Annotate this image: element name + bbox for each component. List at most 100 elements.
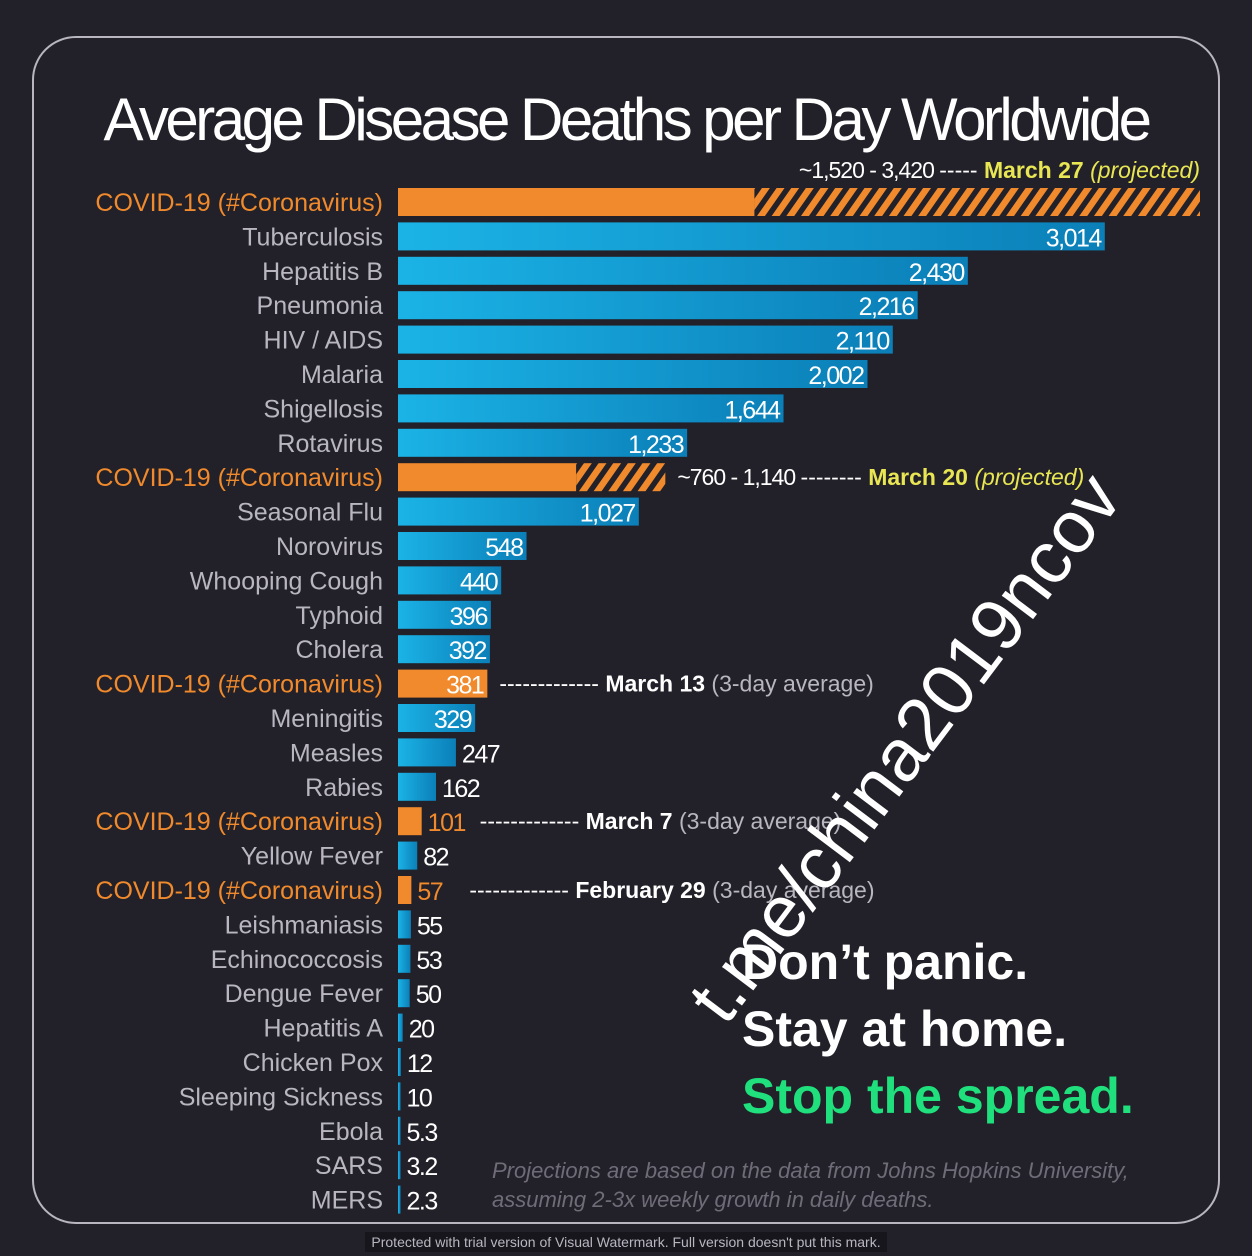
bar-row: Sleeping Sickness 10: [179, 1082, 433, 1112]
annotation-dashes: -------------: [469, 877, 575, 903]
value-label: 1,027: [580, 500, 636, 528]
category-label: Hepatitis A: [263, 1015, 383, 1043]
value-label: 162: [442, 775, 480, 803]
value-label: 5.3: [407, 1119, 438, 1147]
covid-bar: [398, 669, 488, 698]
value-label: 2.3: [407, 1188, 438, 1216]
category-label: Rotavirus: [277, 430, 383, 458]
disease-bar: [398, 1013, 403, 1042]
disease-bar: [398, 704, 476, 732]
category-label: Cholera: [295, 636, 383, 664]
bar-row: Hepatitis B 2,430: [262, 256, 968, 287]
value-label: 2,216: [859, 293, 915, 321]
bar-row: Tuberculosis 3,014: [242, 222, 1105, 252]
category-label: Whooping Cough: [190, 567, 383, 595]
category-label: HIV / AIDS: [264, 327, 383, 355]
bar-row: HIV / AIDS 2,110: [264, 325, 893, 356]
disease-bar: [398, 1151, 401, 1180]
category-label: Shigellosis: [263, 395, 383, 423]
value-label: 57: [417, 878, 442, 906]
disease-bar: [398, 772, 436, 801]
value-label: 548: [485, 534, 523, 562]
bar-row: MERS 2.3: [311, 1185, 439, 1216]
annotation-date: March 20: [868, 464, 974, 490]
disease-bar: [398, 600, 491, 629]
projection-hatch: [754, 188, 1200, 216]
bar-row: COVID-19 (#Coronavirus) 381 ------------- …: [95, 669, 874, 700]
disease-bar: [398, 222, 1105, 251]
value-label: 101: [428, 809, 466, 837]
bar-row: SARS 3.2: [315, 1151, 439, 1181]
category-label: Yellow Fever: [241, 843, 383, 871]
bar-row: Echinococcosis 53: [211, 944, 443, 975]
value-label: 247: [462, 740, 500, 768]
disease-bar: [398, 910, 411, 939]
value-label: 55: [417, 912, 442, 940]
category-label: Dengue Fever: [225, 980, 383, 1008]
disease-bar: [398, 979, 410, 1008]
category-label: Meningitis: [270, 705, 383, 733]
category-label: Rabies: [305, 774, 383, 802]
disease-bar: [398, 566, 502, 595]
bar-row: Typhoid 396: [295, 600, 491, 631]
bar-row: COVID-19 (#Coronavirus) 57 ------------- F…: [95, 876, 874, 906]
category-label: Seasonal Flu: [237, 499, 383, 527]
annotation: ------------- February 29 (3-day average…: [469, 877, 874, 903]
bar-row: Rotavirus 1,233: [277, 428, 688, 459]
chart-title: Average Disease Deaths per Day Worldwide: [103, 86, 1152, 153]
category-label: Pneumonia: [257, 292, 384, 320]
annotation-range: ~760 - 1,140: [677, 464, 800, 490]
footnote-line-2: assuming 2-3x weekly growth in daily dea…: [492, 1187, 934, 1212]
value-label: 392: [449, 637, 487, 665]
bar-row: Whooping Cough 440: [190, 566, 502, 596]
bar-row: Chicken Pox 12: [243, 1048, 434, 1078]
category-label: Hepatitis B: [262, 258, 383, 286]
bar-row: Ebola 5.3: [319, 1116, 439, 1147]
bar-row: COVID-19 (#Coronavirus) ~1,520 - 3,420 --…: [95, 157, 1200, 217]
disease-bar: [398, 325, 893, 354]
bar-row: Hepatitis A 20: [263, 1013, 436, 1044]
value-label: 329: [434, 706, 472, 734]
value-label: 2,002: [808, 362, 864, 390]
value-label: 2,430: [909, 259, 965, 287]
annotation-dashes: -----: [939, 157, 984, 183]
bar-row: Seasonal Flu 1,027: [237, 497, 639, 528]
disease-bar: [398, 1048, 401, 1076]
value-label: 1,644: [724, 396, 781, 424]
bar-row: Norovirus 548: [276, 532, 527, 562]
bar-row: Shigellosis 1,644: [263, 394, 784, 424]
category-label: Measles: [290, 739, 383, 767]
category-label: Malaria: [301, 361, 383, 389]
annotation: ------------- March 13 (3-day average): [499, 671, 873, 697]
message-stop-spread: Stop the spread.: [742, 1068, 1134, 1124]
covid-bar: [398, 188, 755, 216]
disease-bar: [398, 497, 639, 526]
annotation-note: (projected): [974, 464, 1084, 490]
projection-hatch: [576, 463, 666, 492]
bar-row: Measles 247: [290, 738, 501, 768]
value-label: 440: [460, 568, 498, 596]
bar-row: Rabies 162: [305, 772, 481, 803]
bars-layer: COVID-19 (#Coronavirus) ~1,520 - 3,420 --…: [95, 157, 1200, 1216]
disease-bar: [398, 1185, 401, 1214]
message-stay-home: Stay at home.: [742, 1001, 1068, 1057]
value-label: 3.2: [407, 1153, 438, 1181]
bar-row: COVID-19 (#Coronavirus) ~760 - 1,140 ----…: [95, 463, 1084, 492]
bar-row: Dengue Fever 50: [225, 979, 443, 1009]
disease-bar: [398, 738, 456, 767]
disease-bar: [398, 1116, 401, 1145]
annotation-range: ~1,520 - 3,420: [799, 157, 939, 183]
annotation-note: (3-day average): [679, 808, 841, 834]
disease-bar: [398, 532, 527, 560]
value-label: 50: [416, 981, 441, 1009]
category-label: Norovirus: [276, 533, 383, 561]
category-label: Ebola: [319, 1118, 383, 1146]
covid-bar: [398, 876, 412, 904]
disease-bar: [398, 256, 968, 285]
annotation-note: (projected): [1090, 157, 1200, 183]
disease-bar: [398, 291, 918, 320]
disease-bar: [398, 428, 688, 457]
bar-row: Pneumonia 2,216: [257, 291, 918, 321]
protection-notice-text: Protected with trial version of Visual W…: [365, 1232, 887, 1252]
